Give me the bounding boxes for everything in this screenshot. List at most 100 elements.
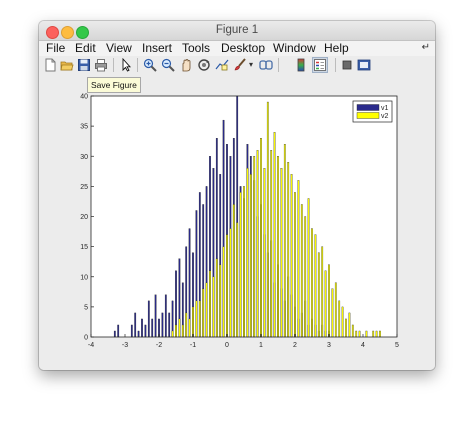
- toolbar-separator: [137, 58, 138, 72]
- figure-window: Figure 1 File Edit View Insert Tools Des…: [39, 21, 435, 370]
- close-window-button[interactable]: [46, 26, 59, 39]
- window-title: Figure 1: [215, 24, 259, 36]
- bar-v2: [175, 324, 177, 338]
- bar-v2: [236, 222, 239, 338]
- data-cursor-icon[interactable]: [215, 58, 229, 72]
- bar-v2: [311, 228, 313, 338]
- bar-v1: [164, 294, 167, 338]
- menu-desktop[interactable]: Desktop: [221, 41, 266, 55]
- bar-v2: [266, 101, 269, 338]
- bar-v2: [195, 300, 198, 338]
- bar-v1: [137, 330, 140, 338]
- bar-v2: [375, 330, 378, 338]
- x-tick-label: 4: [361, 342, 365, 349]
- bar-v2: [307, 198, 310, 338]
- maximize-window-button[interactable]: [76, 26, 89, 39]
- minimize-window-button[interactable]: [61, 26, 74, 39]
- menu-tools[interactable]: Tools: [182, 41, 211, 55]
- menu-help[interactable]: Help: [324, 41, 349, 55]
- bar-v2: [287, 162, 290, 338]
- pan-icon[interactable]: [179, 58, 193, 72]
- bar-v2: [192, 306, 194, 338]
- bar-v2: [253, 156, 256, 338]
- figure-canvas[interactable]: -4 -3 -2 -1 0 1 2 3 4 5 0 5 10 15 20 25 30 35 40 v1 v2: [39, 74, 435, 370]
- bar-v2: [341, 306, 344, 338]
- save-figure-icon[interactable]: [77, 58, 91, 72]
- bar-v1: [151, 318, 154, 338]
- y-tick-label: 30: [80, 154, 88, 161]
- bar-v2: [372, 330, 375, 338]
- menu-bar: File Edit View Insert Tools Desktop Wind…: [39, 41, 435, 56]
- menu-view[interactable]: View: [106, 41, 132, 55]
- legend[interactable]: v1 v2: [352, 100, 393, 123]
- bar-v2: [290, 174, 293, 338]
- brush-icon[interactable]: [233, 58, 247, 72]
- bar-v2: [277, 156, 279, 338]
- bar-v2: [345, 318, 347, 338]
- bar-v1: [161, 312, 164, 338]
- bar-v2: [260, 138, 262, 338]
- link-plot-icon[interactable]: [259, 58, 273, 72]
- x-tick-label: -3: [122, 342, 128, 349]
- bar-v2: [294, 192, 296, 338]
- bar-v2: [317, 252, 320, 338]
- bar-v2: [321, 246, 324, 338]
- bar-v1: [113, 330, 116, 338]
- legend-icon[interactable]: [312, 57, 328, 73]
- bar-v2: [328, 264, 330, 338]
- legend-swatch-v2: [356, 112, 380, 119]
- bar-v2: [198, 300, 201, 338]
- menu-file[interactable]: File: [46, 41, 66, 55]
- x-tick-label: -2: [156, 342, 162, 349]
- y-tick-label: 15: [80, 244, 88, 251]
- save-figure-tooltip: Save Figure: [87, 77, 141, 93]
- bar-v2: [185, 312, 188, 338]
- bar-v2: [334, 282, 337, 338]
- hide-plot-tools-icon[interactable]: [340, 58, 354, 72]
- pointer-icon[interactable]: [119, 58, 133, 72]
- x-tick-label: 5: [395, 342, 399, 349]
- bar-v1: [134, 312, 137, 338]
- y-tick-label: 40: [80, 94, 88, 101]
- bar-v2: [270, 150, 273, 338]
- colorbar-icon[interactable]: [294, 58, 308, 72]
- bar-v2: [324, 270, 327, 338]
- histogram-chart[interactable]: -4 -3 -2 -1 0 1 2 3 4 5 0 5 10 15 20 25 30 35 40 v1 v2: [39, 74, 435, 370]
- bar-v2: [355, 330, 358, 338]
- expand-arrow-icon[interactable]: ↵: [421, 42, 430, 53]
- bar-v1: [168, 312, 171, 338]
- menu-insert[interactable]: Insert: [142, 41, 173, 55]
- open-file-icon[interactable]: [60, 58, 74, 72]
- menu-window[interactable]: Window: [273, 41, 316, 55]
- dropdown-arrow-icon[interactable]: ▾: [249, 60, 254, 69]
- bar-v1: [141, 318, 143, 338]
- toolbar-separator: [278, 58, 279, 72]
- zoom-in-icon[interactable]: [143, 58, 157, 72]
- print-icon[interactable]: [94, 58, 108, 72]
- zoom-out-icon[interactable]: [161, 58, 175, 72]
- x-axis: -4 -3 -2 -1 0 1 2 3 4 5: [88, 334, 399, 349]
- bar-v2: [239, 192, 242, 338]
- bar-v2: [229, 228, 232, 338]
- bar-v2: [205, 282, 208, 338]
- bar-v2: [212, 276, 215, 338]
- bar-v2: [358, 330, 361, 338]
- legend-swatch-v1: [356, 104, 380, 111]
- show-plot-tools-icon[interactable]: [357, 58, 371, 72]
- y-tick-label: 5: [84, 304, 88, 311]
- x-tick-label: 3: [327, 342, 331, 349]
- new-figure-icon[interactable]: [43, 58, 57, 72]
- bar-v1: [117, 324, 120, 338]
- rotate-3d-icon[interactable]: [197, 58, 211, 72]
- bar-v2: [283, 144, 286, 338]
- bar-v2: [202, 288, 205, 338]
- bar-v2: [297, 180, 300, 338]
- bar-v1: [130, 324, 133, 338]
- toolbar-separator: [335, 58, 336, 72]
- x-tick-label: -1: [190, 342, 196, 349]
- bar-v2: [348, 312, 351, 338]
- y-axis: 0 5 10 15 20 25 30 35 40: [80, 94, 94, 342]
- menu-edit[interactable]: Edit: [75, 41, 96, 55]
- title-bar[interactable]: Figure 1: [39, 21, 435, 41]
- y-tick-label: 10: [80, 274, 88, 281]
